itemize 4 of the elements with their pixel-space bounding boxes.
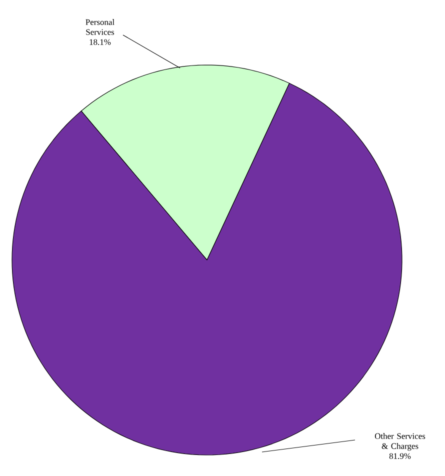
slice-label: Other Services & Charges (374, 433, 426, 451)
slice-label: Personal Services (86, 19, 114, 35)
data-label: 81.9% (389, 453, 411, 459)
data-label: 18.1% (90, 39, 111, 45)
